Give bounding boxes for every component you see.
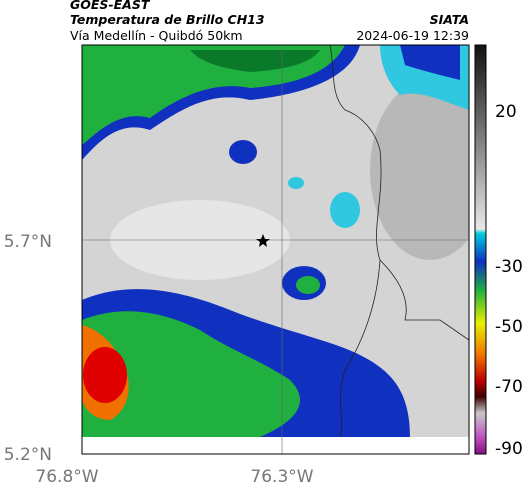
- lat-label: 5.7°N: [4, 232, 52, 252]
- cold-cloud: [229, 140, 257, 164]
- source: GOES-EAST: [70, 0, 151, 12]
- colorbar-tick: 20: [495, 102, 517, 122]
- satellite-image: [82, 45, 469, 454]
- colorbar-tick: -50: [495, 317, 523, 337]
- cloud-area: [370, 80, 469, 260]
- subtitle: Vía Medellín - Quibdó 50km: [70, 28, 243, 43]
- lat-label: 5.2°N: [4, 445, 52, 465]
- location-marker: [256, 234, 270, 247]
- lon-label: 76.3°W: [250, 467, 313, 487]
- lon-label: 76.8°W: [35, 467, 98, 487]
- cold-cloud: [82, 311, 300, 437]
- colorbar-tick: -90: [495, 439, 523, 459]
- datetime: 2024-06-19 12:39: [356, 28, 469, 43]
- map-frame: [81, 44, 470, 455]
- cold-cloud: [190, 50, 320, 72]
- cold-cloud: [400, 45, 460, 80]
- cold-cloud: [330, 192, 360, 228]
- border: [329, 45, 469, 437]
- no-data: [82, 437, 469, 454]
- cold-cloud: [296, 276, 320, 294]
- title: Temperatura de Brillo CH13: [70, 12, 265, 27]
- org: SIATA: [430, 12, 469, 27]
- cold-cloud: [82, 45, 345, 145]
- colorbar-tick: -30: [495, 257, 523, 277]
- colorbar-tick: -70: [495, 377, 523, 397]
- colorbar: [474, 44, 487, 455]
- cold-cloud: [83, 347, 127, 403]
- cold-cloud: [288, 177, 304, 189]
